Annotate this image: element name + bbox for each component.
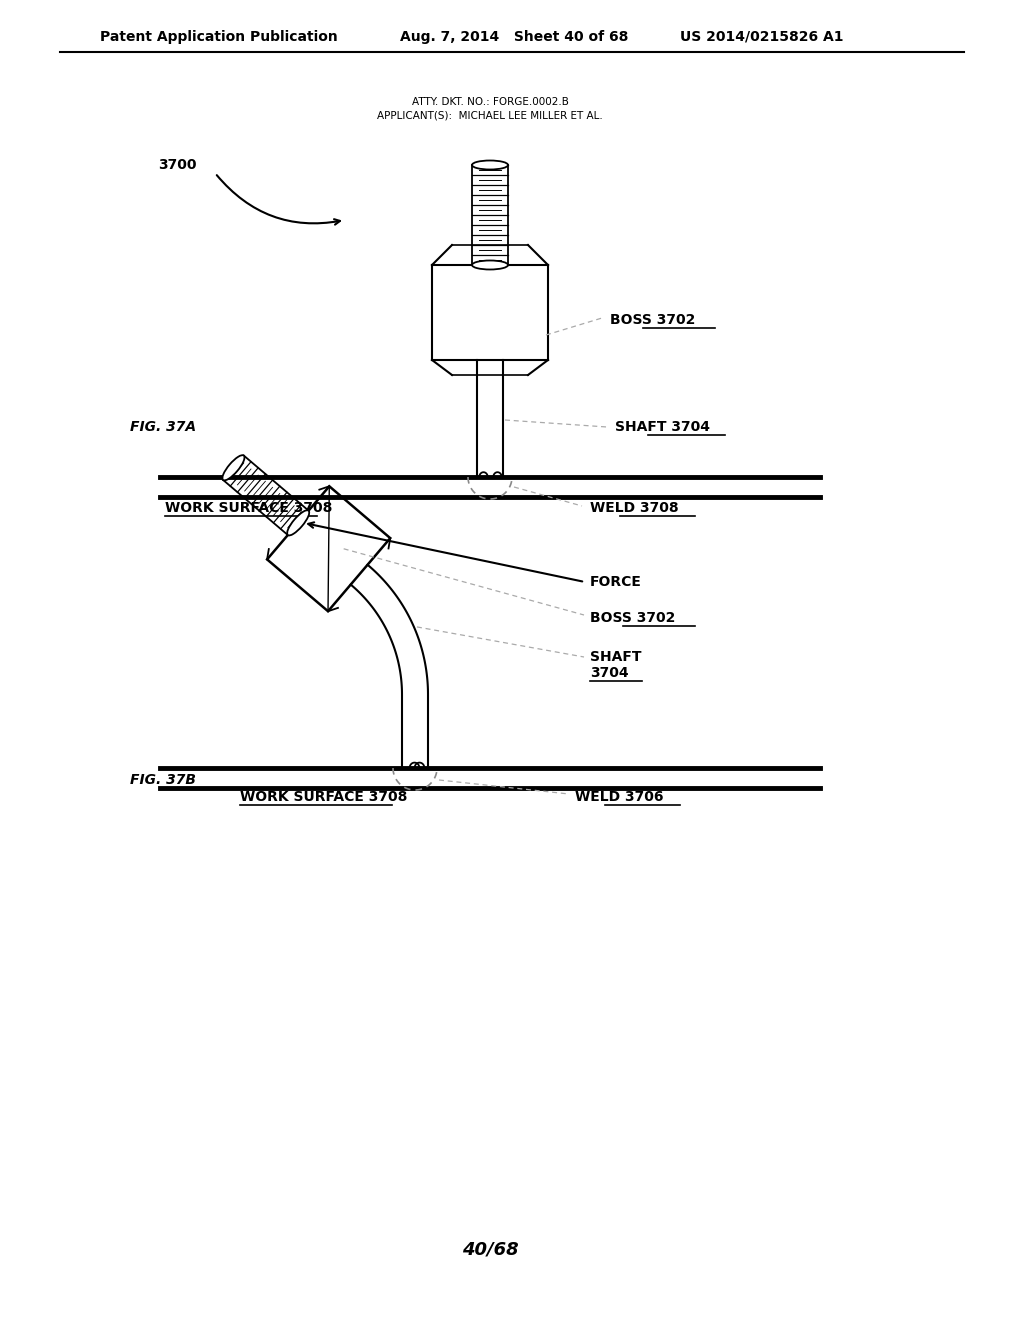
Text: FORCE: FORCE: [590, 576, 642, 589]
Text: SHAFT 3704: SHAFT 3704: [615, 420, 710, 434]
Polygon shape: [267, 486, 390, 611]
Text: APPLICANT(S):  MICHAEL LEE MILLER ET AL.: APPLICANT(S): MICHAEL LEE MILLER ET AL.: [377, 111, 603, 121]
Ellipse shape: [287, 511, 309, 536]
Text: ATTY. DKT. NO.: FORGE.0002.B: ATTY. DKT. NO.: FORGE.0002.B: [412, 96, 568, 107]
Ellipse shape: [222, 455, 245, 480]
Text: Patent Application Publication: Patent Application Publication: [100, 30, 338, 44]
Text: WORK SURFACE 3708: WORK SURFACE 3708: [165, 502, 333, 515]
Text: WELD 3706: WELD 3706: [575, 789, 664, 804]
Text: 40/68: 40/68: [462, 1241, 518, 1259]
Text: US 2014/0215826 A1: US 2014/0215826 A1: [680, 30, 844, 44]
Text: Aug. 7, 2014   Sheet 40 of 68: Aug. 7, 2014 Sheet 40 of 68: [400, 30, 629, 44]
Ellipse shape: [472, 260, 508, 269]
Text: FIG. 37A: FIG. 37A: [130, 420, 197, 434]
Text: FIG. 37B: FIG. 37B: [130, 774, 196, 787]
Text: WORK SURFACE 3708: WORK SURFACE 3708: [240, 789, 408, 804]
Ellipse shape: [472, 161, 508, 169]
Text: 3700: 3700: [159, 158, 197, 172]
Text: BOSS 3702: BOSS 3702: [610, 313, 695, 327]
Text: SHAFT
3704: SHAFT 3704: [590, 649, 641, 680]
Text: WELD 3708: WELD 3708: [590, 502, 679, 515]
Text: BOSS 3702: BOSS 3702: [590, 611, 676, 624]
